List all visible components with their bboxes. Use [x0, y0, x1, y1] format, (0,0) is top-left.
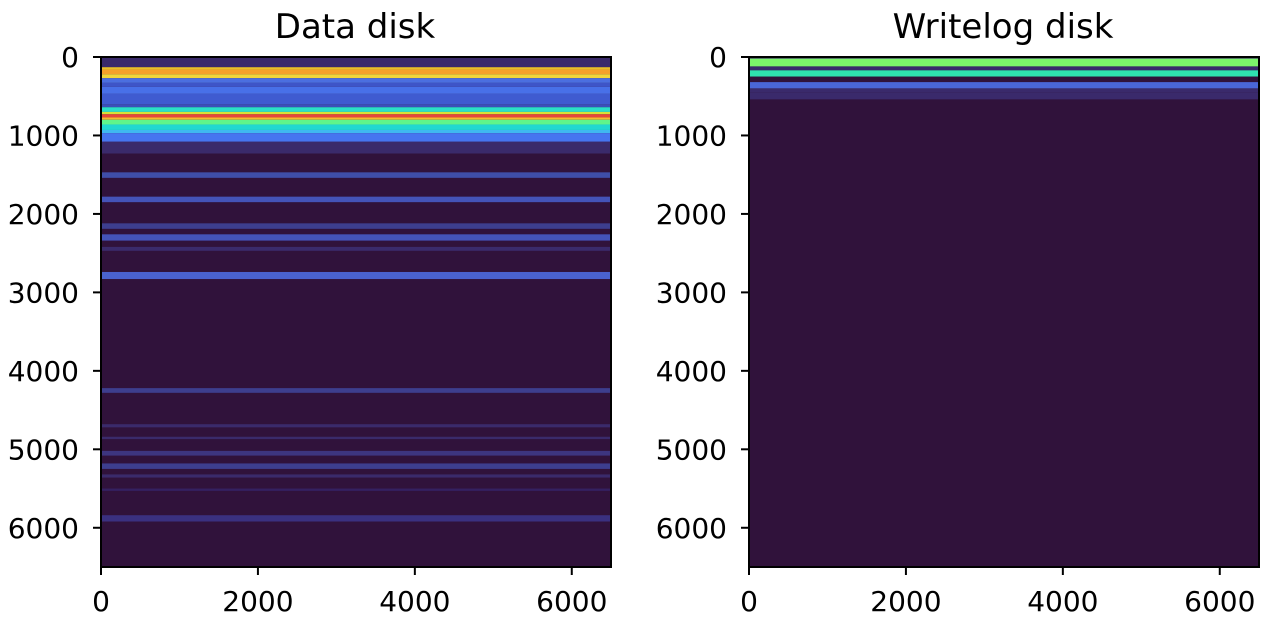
- x-axis: 0 2000 4000 6000: [92, 567, 607, 618]
- heatmap-band: [101, 119, 611, 125]
- y-tick-label: 3000: [8, 276, 79, 309]
- y-tick-label: 2000: [656, 198, 727, 231]
- chart-title: Writelog disk: [893, 7, 1114, 47]
- y-tick-label: 0: [709, 41, 727, 74]
- heatmap-band: [101, 111, 611, 115]
- heatmap-band: [101, 124, 611, 130]
- heatmap-band: [101, 271, 611, 280]
- heatmap-band: [101, 129, 611, 134]
- heatmap-band: [101, 450, 611, 456]
- heatmap-band: [749, 82, 1259, 89]
- heatmap-band: [101, 86, 611, 94]
- x-tick-label: 6000: [1184, 585, 1255, 618]
- y-tick-label: 3000: [656, 276, 727, 309]
- chart-title: Data disk: [275, 7, 436, 47]
- heatmap-band: [101, 133, 611, 142]
- heatmap-band: [101, 234, 611, 241]
- heatmap-band: [101, 74, 611, 79]
- plot-frame: [748, 56, 1260, 568]
- y-tick-label: 0: [61, 41, 79, 74]
- heatmap-band: [101, 424, 611, 428]
- plot-background: [749, 57, 1259, 567]
- heatmap-band: [101, 463, 611, 469]
- heatmap-panel-data-disk: Data disk 0 2000 4000 6000 0 1000 2000 3000 400…: [8, 7, 612, 618]
- y-tick-label: 4000: [656, 355, 727, 388]
- heatmap-band: [101, 78, 611, 83]
- y-axis: 0 1000 2000 3000 4000 5000 6000: [8, 41, 101, 545]
- heatmap-band: [101, 104, 611, 108]
- heatmap-band: [101, 82, 611, 87]
- heatmap-panel-writelog-disk: Writelog disk 0 2000 4000 6000 0 1000 2000 300…: [656, 7, 1260, 618]
- heatmap-band: [101, 69, 611, 75]
- heatmap-band: [101, 223, 611, 229]
- x-tick-label: 0: [92, 585, 110, 618]
- heatmap-band: [101, 488, 611, 491]
- heatmap-band: [101, 107, 611, 112]
- heatmap-band: [101, 172, 611, 178]
- y-tick-label: 2000: [8, 198, 79, 231]
- y-axis: 0 1000 2000 3000 4000 5000 6000: [656, 41, 749, 545]
- y-tick-label: 4000: [8, 355, 79, 388]
- heatmap-band: [101, 388, 611, 393]
- heatmap-bands: [101, 57, 611, 522]
- x-tick-label: 4000: [1027, 585, 1098, 618]
- heatmap-band: [749, 70, 1259, 77]
- heatmap-band: [101, 117, 611, 120]
- x-axis: 0 2000 4000 6000: [740, 567, 1255, 618]
- x-tick-label: 4000: [379, 585, 450, 618]
- heatmap-band: [101, 114, 611, 118]
- y-tick-label: 5000: [8, 433, 79, 466]
- heatmap-band: [101, 246, 611, 251]
- x-tick-label: 6000: [536, 585, 607, 618]
- plot-frame: [100, 56, 612, 568]
- x-tick-label: 2000: [222, 585, 293, 618]
- y-tick-label: 6000: [656, 512, 727, 545]
- y-tick-label: 6000: [8, 512, 79, 545]
- x-tick-label: 0: [740, 585, 758, 618]
- heatmap-band: [101, 515, 611, 522]
- heatmap-band: [101, 93, 611, 105]
- heatmap-band: [749, 88, 1259, 93]
- heatmap-band: [101, 196, 611, 203]
- x-tick-label: 2000: [870, 585, 941, 618]
- heatmap-band: [101, 436, 611, 440]
- heatmap-band: [101, 57, 611, 68]
- y-tick-label: 1000: [8, 119, 79, 152]
- heatmap-band: [101, 67, 611, 70]
- y-tick-label: 1000: [656, 119, 727, 152]
- heatmap-band: [749, 66, 1259, 71]
- y-tick-label: 5000: [656, 433, 727, 466]
- heatmap-band: [749, 92, 1259, 100]
- heatmap-band: [101, 474, 611, 478]
- heatmap-band: [101, 141, 611, 154]
- heatmap-band: [749, 76, 1259, 83]
- heatmap-band: [749, 58, 1259, 67]
- heatmap-bands: [749, 57, 1259, 100]
